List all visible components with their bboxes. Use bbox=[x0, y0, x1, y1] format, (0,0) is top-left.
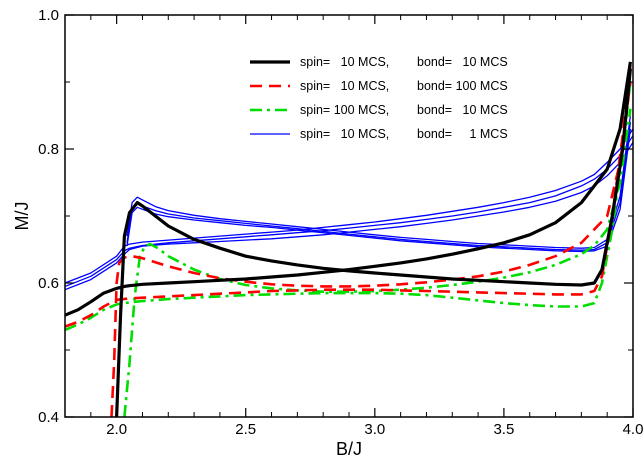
legend-spin-label: spin= 10 MCS, bbox=[300, 79, 389, 93]
y-tick-label: 0.6 bbox=[38, 275, 59, 292]
plot-frame bbox=[64, 14, 634, 418]
x-axis-label: B/J bbox=[336, 439, 362, 459]
y-axis-label: M/J bbox=[12, 202, 32, 231]
series-line-2 bbox=[65, 65, 632, 328]
ticks-layer: 2.0 2.5 3.0 3.5 4.0 0.4 0.6 0.8 1.0 bbox=[38, 7, 643, 438]
series-line-4 bbox=[65, 128, 633, 284]
y-tick-label: 0.4 bbox=[38, 409, 59, 426]
series-line-4 bbox=[65, 135, 633, 288]
series-line-1 bbox=[115, 68, 632, 417]
x-tick-label: 3.5 bbox=[493, 421, 514, 438]
series-line-4 bbox=[65, 141, 633, 291]
x-tick-label: 2.5 bbox=[235, 421, 256, 438]
legend-bond-label: bond= 10 MCS bbox=[417, 103, 508, 117]
series-layer bbox=[65, 61, 633, 417]
series-line-4 bbox=[126, 128, 632, 253]
series-line-2 bbox=[110, 81, 632, 417]
series-line-4 bbox=[126, 122, 632, 251]
series-line-1 bbox=[65, 61, 632, 317]
legend-spin-label: spin= 100 MCS, bbox=[300, 103, 389, 117]
legend-bond-label: bond= 1 MCS bbox=[417, 127, 508, 141]
x-tick-label: 4.0 bbox=[623, 421, 643, 438]
series-line-3 bbox=[123, 108, 632, 417]
x-tick-label: 2.0 bbox=[106, 421, 127, 438]
legend: spin= 10 MCS, bond= 10 MCS spin= 10 MCS, bo… bbox=[250, 55, 508, 141]
x-tick-label: 3.0 bbox=[364, 421, 385, 438]
series-line-4 bbox=[126, 115, 632, 249]
y-tick-label: 1.0 bbox=[38, 7, 59, 24]
legend-bond-label: bond= 10 MCS bbox=[417, 55, 508, 69]
y-tick-label: 0.8 bbox=[38, 141, 59, 158]
legend-bond-label: bond= 100 MCS bbox=[417, 79, 508, 93]
series-line-3 bbox=[65, 81, 632, 332]
legend-spin-label: spin= 10 MCS, bbox=[300, 55, 389, 69]
legend-spin-label: spin= 10 MCS, bbox=[300, 127, 389, 141]
